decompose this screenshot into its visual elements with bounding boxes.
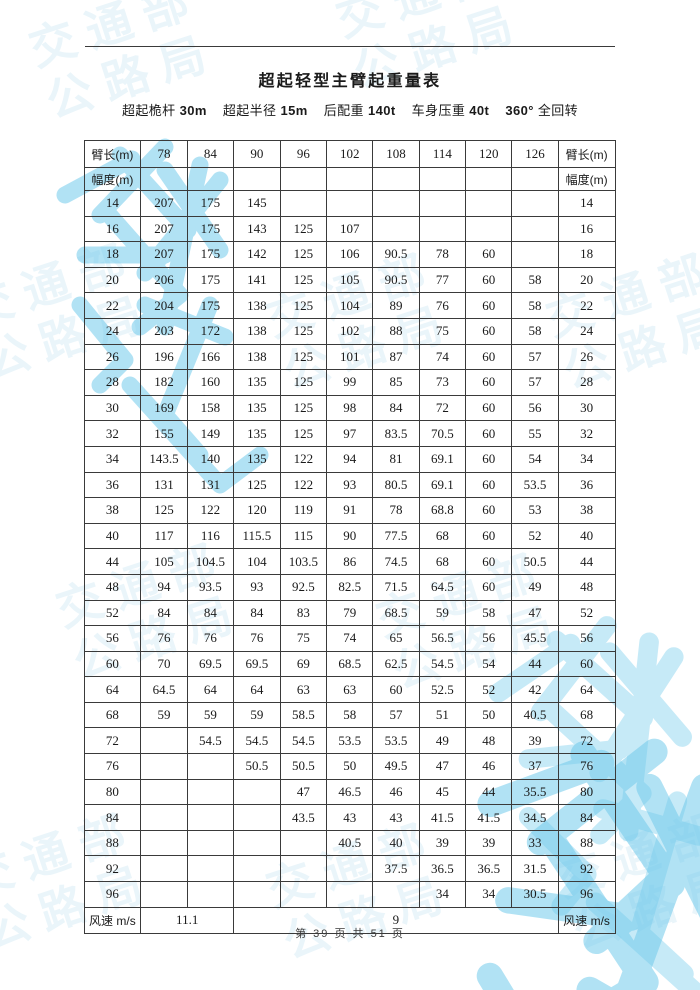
svg-text:交 通 部: 交 通 部 [23,0,195,76]
svg-text:交 通 部: 交 通 部 [330,0,502,46]
